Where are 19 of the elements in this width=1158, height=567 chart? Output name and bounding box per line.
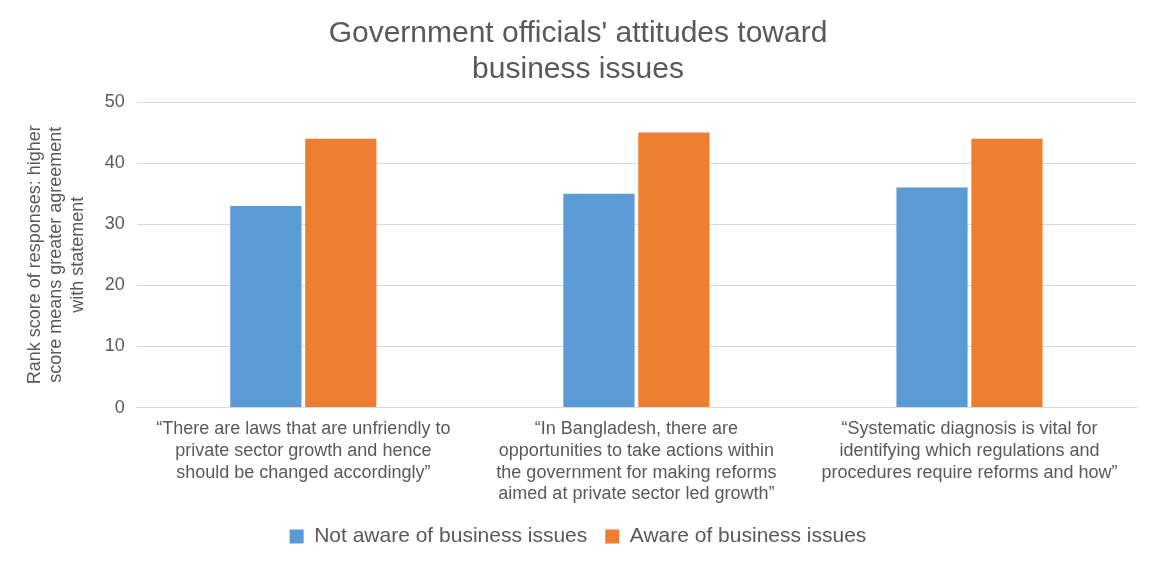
y-axis-title: Rank score of responses: higher score means greater agreement with statement xyxy=(23,125,87,385)
bar xyxy=(305,138,377,408)
x-tick-label: “Systematic diagnosis is vital for identifying which regulations and procedures require reforms and how” xyxy=(821,418,1118,482)
chart-title: Government officials' attitudes toward business issues xyxy=(328,15,828,85)
y-tick-label: 40 xyxy=(104,152,125,173)
y-tick-label: 20 xyxy=(104,274,125,295)
y-tick-label: 50 xyxy=(104,90,125,111)
legend-label: Aware of business issues xyxy=(629,523,867,547)
x-tick-label: “There are laws that are unfriendly to private sector growth and hence should be changed accordingly” xyxy=(156,418,451,482)
x-tick-label: “In Bangladesh, there are opportunities to take actions within the government for making reforms aimed at private sector led growth” xyxy=(496,418,777,504)
bar xyxy=(230,205,302,408)
bar xyxy=(638,132,710,408)
y-tick-label: 0 xyxy=(114,396,125,417)
bar xyxy=(971,138,1043,408)
legend-label: Not aware of business issues xyxy=(314,523,588,547)
y-tick-label: 10 xyxy=(104,335,125,356)
bar xyxy=(896,187,968,408)
bar xyxy=(563,193,635,408)
y-tick-label: 30 xyxy=(104,213,125,234)
